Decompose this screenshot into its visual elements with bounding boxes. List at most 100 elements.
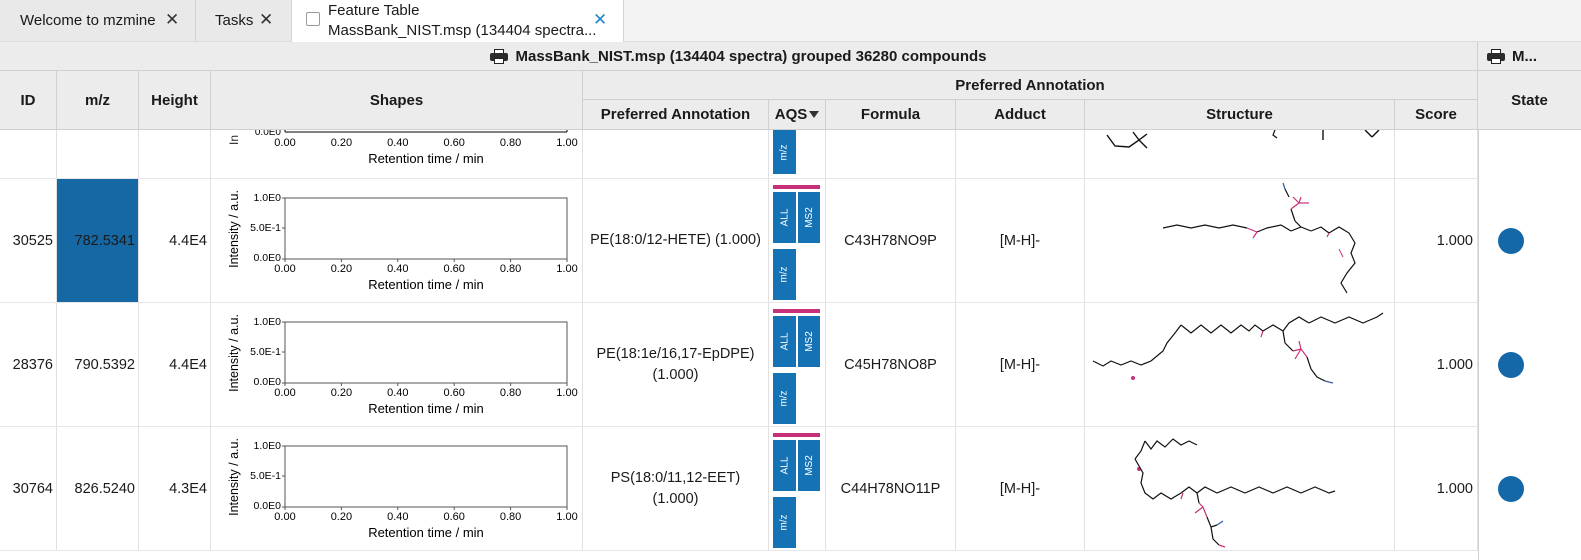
column-header-score[interactable]: Score [1395,100,1478,130]
aqs-cell[interactable]: ALL MS2 m/z [769,179,826,302]
mz-cell[interactable]: 782.5341 [57,179,139,302]
xtick-label: 0.80 [500,511,521,523]
column-header-id[interactable]: ID [0,71,57,130]
column-header-mz[interactable]: m/z [57,71,139,130]
annotation-value: PS(18:0/11,12-EET) (1.000) [610,469,741,507]
aqs-mz-badge[interactable]: m/z [773,130,796,174]
shape-cell[interactable]: 1.0E0 5.0E-1 0.0E0 0.00 0.20 0.40 0.60 0.80 1… [211,303,583,426]
mz-cell[interactable]: 790.5392 [57,303,139,426]
height-cell [139,130,211,178]
aqs-ms2-badge[interactable]: MS2 [798,440,820,491]
ytick-label: 1.0E0 [254,440,282,452]
tab-welcome[interactable]: Welcome to mzmine ✕ [0,0,196,41]
aqs-all-badge[interactable]: ALL [773,440,796,491]
aqs-mz-badge[interactable]: m/z [773,249,796,300]
aqs-cell[interactable]: ALL MS2 m/z [769,427,826,550]
score-value: 1.000 [1436,232,1473,249]
annotation-cell[interactable]: PS(18:0/11,12-EET) (1.000) [583,427,769,550]
column-header-structure[interactable]: Structure [1085,100,1395,130]
table-row-partial[interactable]: 0.0E0 0.00 0.20 0.40 0.60 0.80 1.00 Retention… [0,130,1478,179]
column-header-formula-label: Formula [860,106,921,123]
height-cell[interactable]: 4.3E4 [139,427,211,550]
score-cell[interactable]: 1.000 [1395,179,1478,302]
tab-tasks[interactable]: Tasks ✕ [196,0,292,41]
score-cell[interactable]: 1.000 [1395,427,1478,550]
formula-cell[interactable]: C43H78NO9P [826,179,956,302]
plot-ylabel: Intensity / a.u. [227,190,241,268]
close-icon[interactable]: ✕ [593,10,608,29]
adduct-cell[interactable]: [M-H]- [956,427,1085,550]
ytick-label: 5.0E-1 [250,222,281,234]
shape-plot: 1.0E0 5.0E-1 0.0E0 0.00 0.20 0.40 0.60 0.80 1… [227,190,578,292]
plot-ylabel: Intensity / a.u. [227,438,241,516]
annotation-cell[interactable]: PE(18:1e/16,17-EpDPE) (1.000) [583,303,769,426]
xtick-label: 0.60 [443,137,464,149]
column-header-state[interactable]: State [1478,71,1581,130]
column-header-aqs[interactable]: AQS [769,100,826,130]
annotation-cell[interactable]: PE(18:0/12-HETE) (1.000) [583,179,769,302]
aqs-ms2-badge[interactable]: MS2 [798,192,820,243]
sort-descending-icon [809,111,820,118]
xticks: 0.00 0.20 0.40 0.60 0.80 1.00 [274,259,578,275]
structure-cell[interactable] [1085,303,1395,426]
state-indicator[interactable] [1498,352,1524,378]
formula-value: C43H78NO9P [844,232,937,249]
aqs-ms2-badge[interactable]: MS2 [798,316,820,367]
aqs-cell: m/z [769,130,826,178]
close-icon[interactable]: ✕ [259,10,274,29]
height-cell[interactable]: 4.4E4 [139,303,211,426]
height-cell[interactable]: 4.4E4 [139,179,211,302]
mz-value: 782.5341 [74,232,135,249]
adduct-value: [M-H]- [999,480,1041,497]
ytick-label: 1.0E0 [254,192,282,204]
column-header-shapes[interactable]: Shapes [211,71,583,130]
group-header: MassBank_NIST.msp (134404 spectra) group… [0,42,1478,71]
aqs-all-badge[interactable]: ALL [773,192,796,243]
state-indicator[interactable] [1498,228,1524,254]
column-header-preferred-annotation[interactable]: Preferred Annotation [583,100,769,130]
table-row[interactable]: 30525 782.5341 4.4E4 1.0E0 5.0E-1 0.0E0 … [0,179,1478,303]
table-row[interactable]: 28376 790.5392 4.4E4 1.0E0 5.0E-1 0.0E0 … [0,303,1478,427]
formula-cell[interactable]: C45H78NO8P [826,303,956,426]
structure-cell[interactable] [1085,179,1395,302]
xtick-label: 0.40 [387,387,408,399]
checkbox-icon[interactable] [306,12,320,26]
mz-value: 826.5240 [74,480,135,497]
tab-feature-table[interactable]: Feature Table MassBank_NIST.msp (134404 … [292,0,624,42]
tab-strip: Welcome to mzmine ✕ Tasks ✕ Feature Tabl… [0,0,1581,42]
id-cell[interactable]: 28376 [0,303,57,426]
ytick-label: 5.0E-1 [250,470,281,482]
plot-xlabel: Retention time / min [368,401,484,416]
column-header-adduct[interactable]: Adduct [956,100,1085,130]
id-cell[interactable]: 30764 [0,427,57,550]
column-header-height-label: Height [151,91,198,109]
mz-cell[interactable]: 826.5240 [57,427,139,550]
aqs-mz-badge[interactable]: m/z [773,373,796,424]
xtick-label: 0.20 [331,387,352,399]
structure-cell[interactable] [1085,427,1395,550]
xtick-label: 0.60 [443,511,464,523]
aqs-all-badge[interactable]: ALL [773,316,796,367]
score-cell[interactable]: 1.000 [1395,303,1478,426]
score-cell [1395,130,1478,178]
adduct-cell[interactable]: [M-H]- [956,303,1085,426]
shape-cell: 0.0E0 0.00 0.20 0.40 0.60 0.80 1.00 Retention… [211,130,583,178]
adduct-cell[interactable]: [M-H]- [956,179,1085,302]
formula-cell[interactable]: C44H78NO11P [826,427,956,550]
ytick-zero-partial: 0.0E0 [255,130,282,138]
state-indicator[interactable] [1498,476,1524,502]
close-icon[interactable]: ✕ [165,10,180,29]
aqs-mz-badge[interactable]: m/z [773,497,796,548]
state-column [1478,130,1581,560]
column-header-score-label: Score [1415,106,1457,123]
ytick-label: 1.0E0 [254,316,282,328]
column-header-formula[interactable]: Formula [826,100,956,130]
table-row[interactable]: 30764 826.5240 4.3E4 1.0E0 5.0E-1 0.0E0 … [0,427,1478,551]
column-header-height[interactable]: Height [139,71,211,130]
id-cell[interactable]: 30525 [0,179,57,302]
shape-cell[interactable]: 1.0E0 5.0E-1 0.0E0 0.00 0.20 0.40 0.60 0.80 1… [211,427,583,550]
plot-xlabel: Retention time / min [368,525,484,540]
plot-area [284,197,568,260]
shape-cell[interactable]: 1.0E0 5.0E-1 0.0E0 0.00 0.20 0.40 0.60 0.80 1… [211,179,583,302]
aqs-cell[interactable]: ALL MS2 m/z [769,303,826,426]
